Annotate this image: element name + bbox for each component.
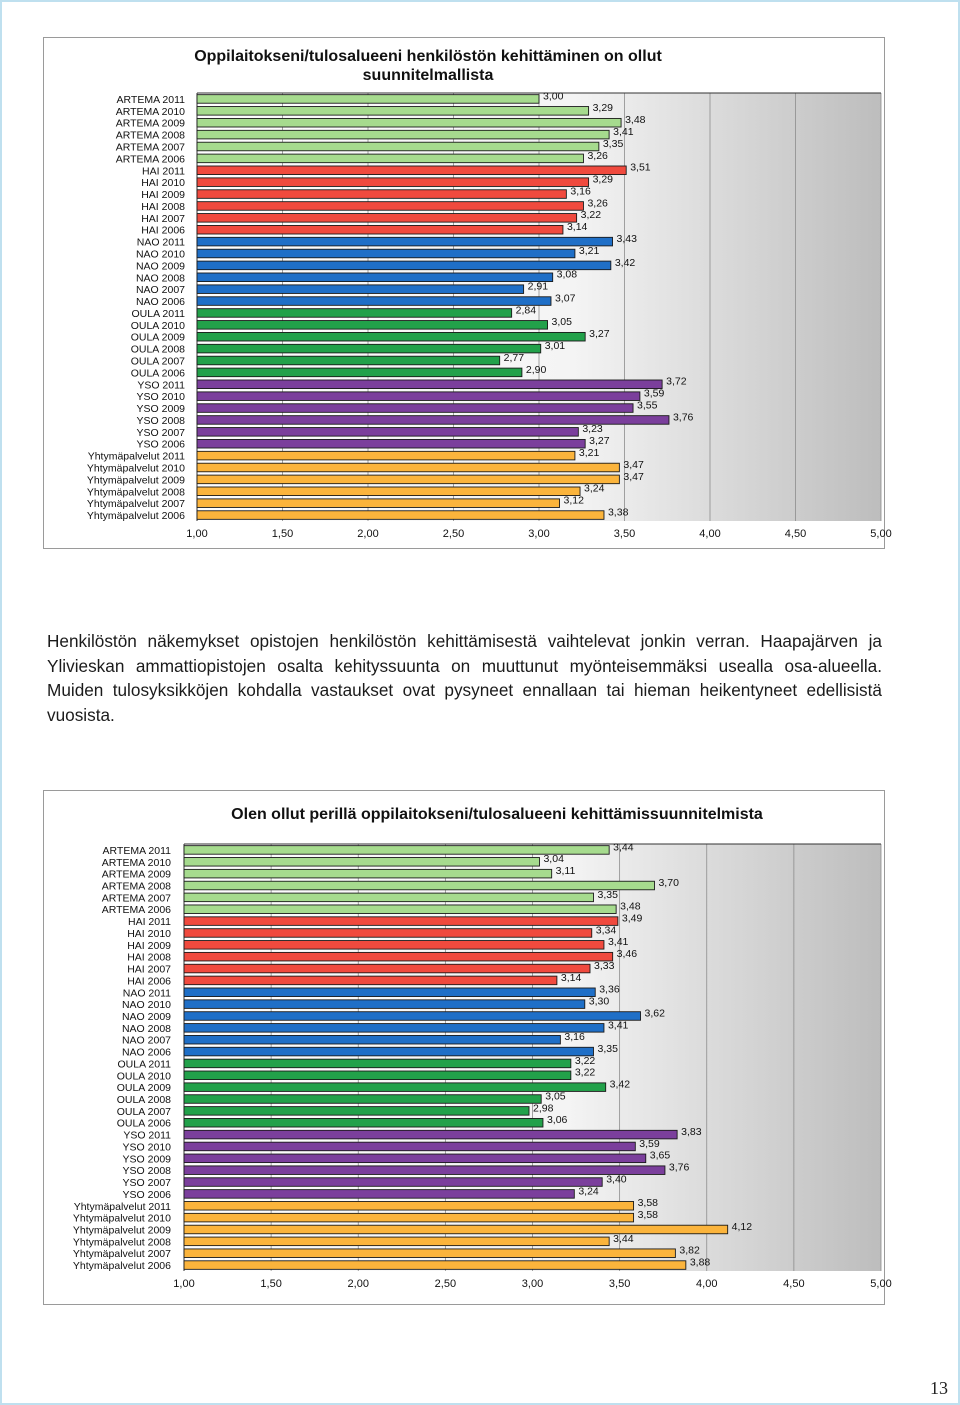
- page-number: 13: [930, 1378, 948, 1398]
- chart-1-frame: [43, 37, 885, 549]
- chart-2-frame: [43, 790, 885, 1305]
- body-paragraph: Henkilöstön näkemykset opistojen henkilö…: [47, 631, 882, 725]
